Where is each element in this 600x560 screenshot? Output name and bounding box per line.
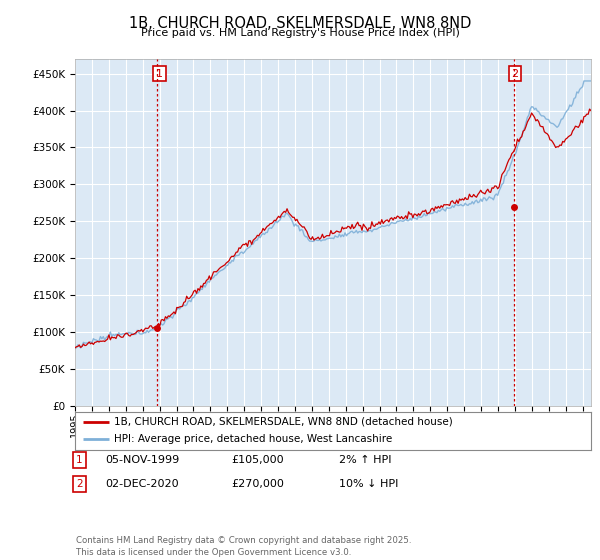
Text: 1: 1 xyxy=(76,455,83,465)
Text: 1B, CHURCH ROAD, SKELMERSDALE, WN8 8ND: 1B, CHURCH ROAD, SKELMERSDALE, WN8 8ND xyxy=(129,16,471,31)
Text: 1: 1 xyxy=(156,68,163,78)
Text: 1B, CHURCH ROAD, SKELMERSDALE, WN8 8ND (detached house): 1B, CHURCH ROAD, SKELMERSDALE, WN8 8ND (… xyxy=(114,417,452,427)
Text: 02-DEC-2020: 02-DEC-2020 xyxy=(105,479,179,489)
Text: £105,000: £105,000 xyxy=(231,455,284,465)
Text: Price paid vs. HM Land Registry's House Price Index (HPI): Price paid vs. HM Land Registry's House … xyxy=(140,28,460,38)
Text: 10% ↓ HPI: 10% ↓ HPI xyxy=(339,479,398,489)
Text: 2% ↑ HPI: 2% ↑ HPI xyxy=(339,455,391,465)
Text: 2: 2 xyxy=(511,68,518,78)
Text: HPI: Average price, detached house, West Lancashire: HPI: Average price, detached house, West… xyxy=(114,435,392,445)
Text: Contains HM Land Registry data © Crown copyright and database right 2025.
This d: Contains HM Land Registry data © Crown c… xyxy=(76,536,412,557)
Text: 05-NOV-1999: 05-NOV-1999 xyxy=(105,455,179,465)
Text: £270,000: £270,000 xyxy=(231,479,284,489)
Text: 2: 2 xyxy=(76,479,83,489)
